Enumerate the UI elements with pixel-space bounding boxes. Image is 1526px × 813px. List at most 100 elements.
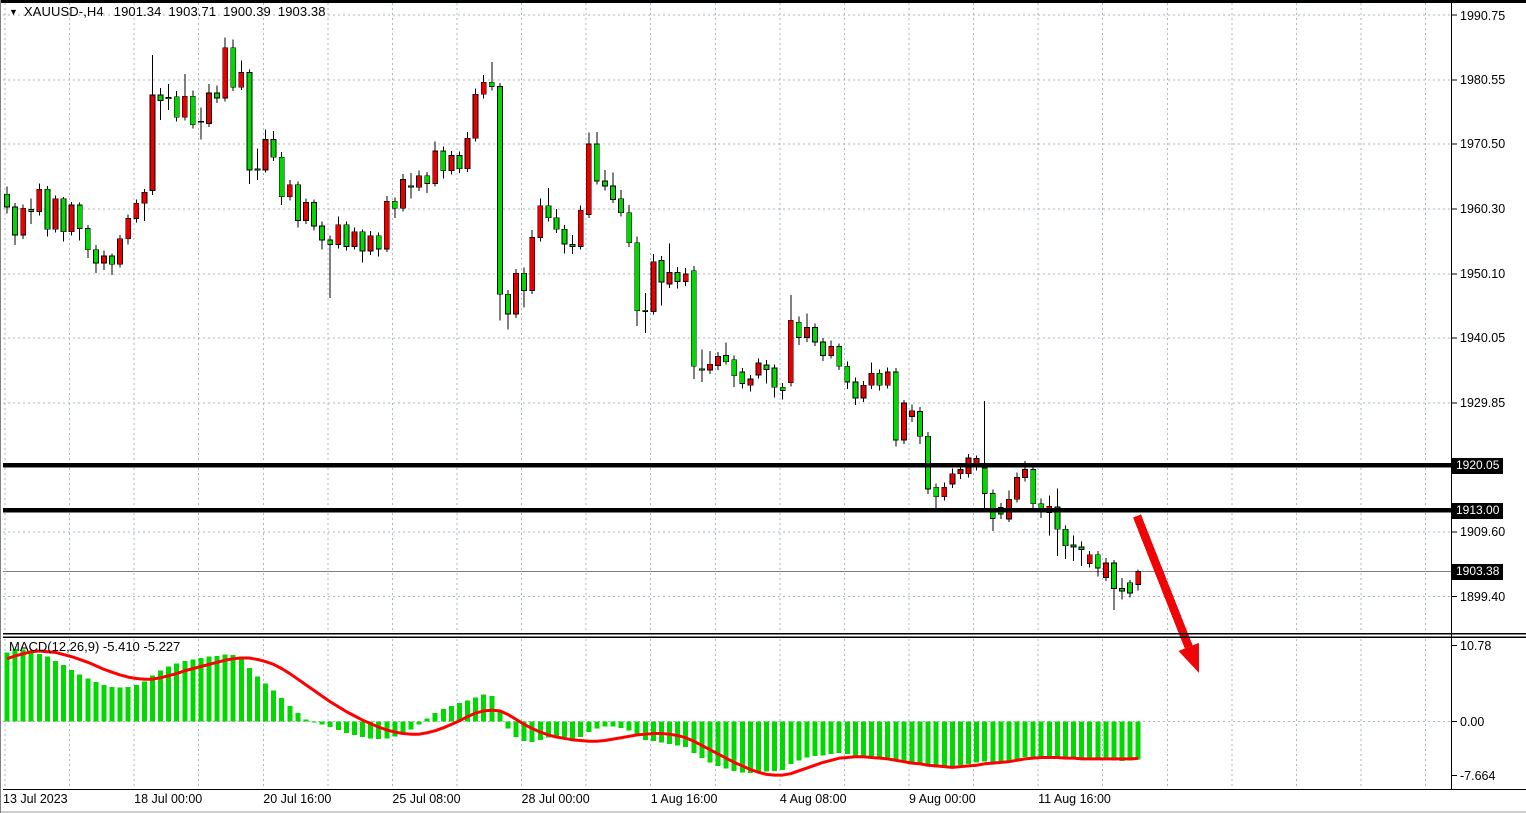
current-price-badge: 1903.38 [1452, 564, 1504, 581]
bear-candle [981, 467, 988, 494]
macd-histogram-bar [650, 721, 656, 742]
macd-histogram-bar [473, 697, 479, 722]
bear-candle [545, 205, 552, 219]
macd-histogram-bar [28, 651, 34, 722]
bear-candle [1111, 562, 1117, 589]
price-tick-label: 1960.30 [1460, 202, 1506, 217]
bear-candle [852, 381, 859, 399]
macd-histogram-bar [61, 665, 67, 722]
symbol-period-label: XAUUSD-,H4 [24, 4, 104, 19]
macd-histogram-bar [836, 721, 842, 754]
bear-candle [424, 175, 431, 184]
macd-histogram-bar [93, 682, 99, 722]
bull-candle [884, 371, 891, 386]
macd-histogram-bar [12, 648, 18, 722]
bull-candle [101, 255, 107, 264]
macd-histogram-bar [368, 721, 374, 739]
macd-histogram-bar [1111, 721, 1117, 761]
trend-arrow-shaft [1133, 514, 1193, 649]
macd-histogram-bar [804, 721, 810, 758]
macd-histogram-bar [432, 713, 438, 722]
bear-candle [12, 206, 18, 236]
macd-tick-label: -7.664 [1460, 768, 1496, 783]
symbol-dropdown-icon[interactable]: ▼ [9, 7, 19, 17]
bear-candle [343, 224, 350, 247]
bear-candle [610, 185, 616, 200]
macd-histogram-bar [764, 721, 770, 772]
macd-histogram-bar [295, 713, 301, 722]
macd-histogram-bar [497, 711, 503, 722]
price-level-badge: 1920.05 [1452, 458, 1504, 475]
price-tick-label: 1929.85 [1460, 396, 1506, 411]
bull-candle [585, 143, 592, 216]
macd-histogram-bar [1103, 721, 1109, 759]
macd-histogram-bar [238, 656, 244, 722]
bear-candle [28, 209, 35, 212]
bear-candle [593, 143, 600, 182]
bull-candle [1102, 562, 1109, 579]
macd-histogram-bar [901, 721, 907, 763]
bull-candle [860, 384, 867, 399]
bear-candle [836, 346, 843, 367]
macd-histogram-bar [1127, 721, 1133, 761]
macd-histogram-bar [982, 721, 988, 762]
bear-candle [933, 486, 940, 498]
bull-candle [1135, 570, 1142, 585]
macd-histogram-bar [529, 721, 535, 742]
bear-candle [278, 156, 285, 198]
bull-candle [1086, 554, 1093, 565]
macd-histogram-bar [133, 684, 139, 722]
macd-histogram-bar [521, 721, 527, 742]
macd-histogram-bar [683, 721, 689, 747]
bull-candle [577, 209, 584, 247]
macd-histogram-bar [917, 721, 923, 764]
macd-histogram-bar [174, 663, 180, 722]
price-tick-label: 1940.05 [1460, 331, 1506, 346]
bear-candle [1054, 506, 1061, 530]
macd-histogram-bar [1014, 721, 1020, 759]
macd-signal-line [6, 649, 1139, 777]
macd-histogram-bar [570, 721, 576, 739]
macd-histogram-bar [578, 721, 584, 738]
macd-histogram-bar [254, 676, 260, 722]
bear-candle [1070, 544, 1077, 548]
macd-histogram-bar [416, 721, 422, 725]
time-axis-label: 11 Aug 16:00 [1038, 792, 1111, 806]
bear-candle [359, 231, 366, 252]
macd-histogram-bar [780, 721, 786, 771]
bear-candle [109, 255, 115, 265]
macd-histogram-bar [246, 667, 252, 722]
bear-candle [189, 95, 196, 126]
bull-candle [303, 202, 309, 221]
macd-histogram-bar [545, 721, 551, 738]
macd-histogram-bar [642, 721, 648, 740]
ohlc-open-value: 1901.34 [113, 4, 162, 19]
bear-candle [375, 235, 382, 250]
bull-candle [480, 81, 487, 95]
macd-histogram-bar [20, 649, 26, 722]
bull-candle [125, 218, 132, 240]
macd-histogram-bar [456, 703, 462, 722]
bear-candle [1094, 554, 1101, 569]
bull-candle [20, 207, 27, 236]
macd-histogram-bar [166, 666, 172, 722]
macd-histogram-bar [182, 660, 188, 722]
macd-histogram-bar [287, 705, 293, 722]
macd-histogram-bar [860, 721, 866, 757]
time-axis-label: 4 Aug 08:00 [779, 792, 847, 806]
macd-histogram-bar [4, 652, 10, 722]
macd-histogram-bar [909, 721, 915, 764]
macd-histogram-bar [893, 721, 899, 761]
macd-histogram-bar [109, 686, 115, 722]
macd-histogram-bar [998, 721, 1004, 763]
macd-histogram-bar [481, 694, 487, 722]
bear-candle [779, 386, 786, 391]
macd-histogram-bar [586, 721, 592, 733]
macd-histogram-bar [190, 659, 196, 722]
bear-candle [521, 272, 528, 291]
macd-histogram-bar [271, 690, 277, 722]
macd-histogram-bar [335, 721, 341, 730]
bull-candle [909, 410, 915, 417]
time-axis-label: 1 Aug 16:00 [650, 792, 718, 806]
